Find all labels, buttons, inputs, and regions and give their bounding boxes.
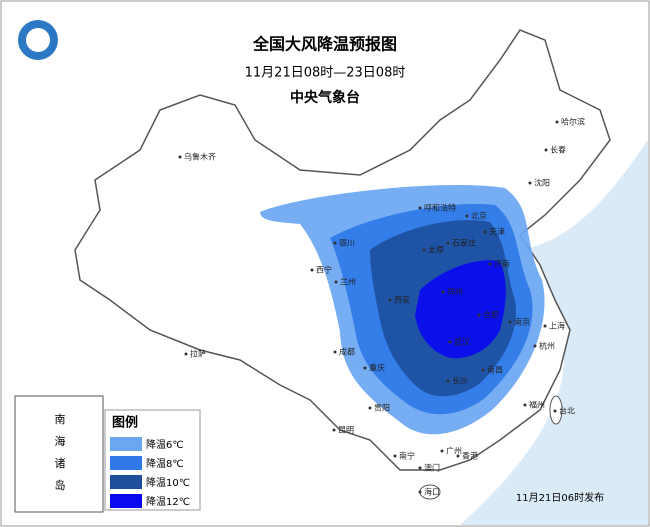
issued: 11月21日06时发布 <box>516 491 604 504</box>
legend-label: 降温8℃ <box>146 457 184 470</box>
title: 全国大风降温预报图 <box>252 35 397 54</box>
city-label: 长春 <box>550 145 566 155</box>
city-dot <box>481 368 485 372</box>
zone-12 <box>415 260 506 359</box>
city-dot <box>333 350 337 354</box>
legend-label: 降温10℃ <box>146 476 190 489</box>
city-dot <box>446 379 450 383</box>
inset-label: 诸 <box>55 457 66 470</box>
legend-swatch <box>110 456 142 470</box>
legend-swatch <box>110 475 142 489</box>
city-dot <box>555 120 559 124</box>
city-label: 澳门 <box>424 463 440 473</box>
city-dot <box>388 298 392 302</box>
city-label: 上海 <box>549 321 565 331</box>
city-label: 西宁 <box>316 265 332 275</box>
cooling-zones <box>260 185 545 435</box>
city-label: 长沙 <box>452 376 468 386</box>
city-dot <box>310 268 314 272</box>
city-dot <box>446 241 450 245</box>
city-dot <box>533 344 537 348</box>
city-label: 郑州 <box>447 287 463 297</box>
city-dot <box>465 214 469 218</box>
city-dot <box>528 181 532 185</box>
city-dot <box>440 449 444 453</box>
city-dot <box>334 280 338 284</box>
city-label: 乌鲁木齐 <box>184 152 216 162</box>
city-dot <box>483 230 487 234</box>
legend-swatch <box>110 437 142 451</box>
sea <box>460 140 648 525</box>
city-label: 银川 <box>339 238 355 248</box>
city-label: 杭州 <box>539 341 555 351</box>
city-label: 南京 <box>514 317 530 327</box>
city-label: 北京 <box>471 211 487 221</box>
city-dot <box>543 324 547 328</box>
city-label: 哈尔滨 <box>561 117 585 127</box>
legend-label: 降温12℃ <box>146 495 190 508</box>
city-label: 重庆 <box>369 363 385 373</box>
city-dot <box>523 403 527 407</box>
city-label: 台北 <box>559 406 575 416</box>
city-dot <box>418 466 422 470</box>
logo-inner <box>26 28 50 52</box>
city-dot <box>418 490 422 494</box>
inset-label: 南 <box>55 413 66 426</box>
legend-label: 降温6℃ <box>146 438 184 451</box>
city-label: 香港 <box>462 451 478 461</box>
city-dot <box>178 155 182 159</box>
city-label: 合肥 <box>483 310 499 320</box>
city-dot <box>184 352 188 356</box>
city-label: 贵阳 <box>374 403 390 413</box>
city-dot <box>544 148 548 152</box>
city-label: 太原 <box>428 245 444 255</box>
city-dot <box>553 409 557 413</box>
agency: 中央气象台 <box>290 89 360 106</box>
city-label: 济南 <box>494 259 510 269</box>
city-label: 石家庄 <box>452 238 476 248</box>
city-dot <box>441 290 445 294</box>
city-label: 福州 <box>529 401 545 410</box>
city-dot <box>332 428 336 432</box>
inset-label: 岛 <box>55 478 66 492</box>
city-label: 昆明 <box>338 426 354 435</box>
city-dot <box>508 320 512 324</box>
inset-box <box>14 395 104 513</box>
city-label: 海口 <box>424 487 440 497</box>
city-label: 拉萨 <box>190 349 206 359</box>
legend-swatch <box>110 494 142 508</box>
city-label: 沈阳 <box>534 178 550 188</box>
city-dot <box>448 340 452 344</box>
city-dot <box>363 366 367 370</box>
legend-title: 图例 <box>112 415 138 431</box>
city-label: 广州 <box>446 446 462 456</box>
city-label: 武汉 <box>454 337 470 347</box>
city-dot <box>488 262 492 266</box>
city-dot <box>368 406 372 410</box>
city-label: 成都 <box>339 347 355 357</box>
city-dot <box>393 454 397 458</box>
city-dot <box>477 313 481 317</box>
city-label: 兰州 <box>340 277 356 287</box>
city-dot <box>456 454 460 458</box>
city-dot <box>418 206 422 210</box>
inset-label: 海 <box>55 434 66 448</box>
period: 11月21日08时—23日08时 <box>245 66 406 81</box>
city-label: 南宁 <box>399 451 415 461</box>
city-label: 呼和浩特 <box>424 203 456 213</box>
city-label: 西安 <box>394 295 410 305</box>
city-label: 南昌 <box>487 365 503 375</box>
city-dot <box>333 241 337 245</box>
city-label: 天津 <box>489 227 505 237</box>
city-dot <box>422 248 426 252</box>
